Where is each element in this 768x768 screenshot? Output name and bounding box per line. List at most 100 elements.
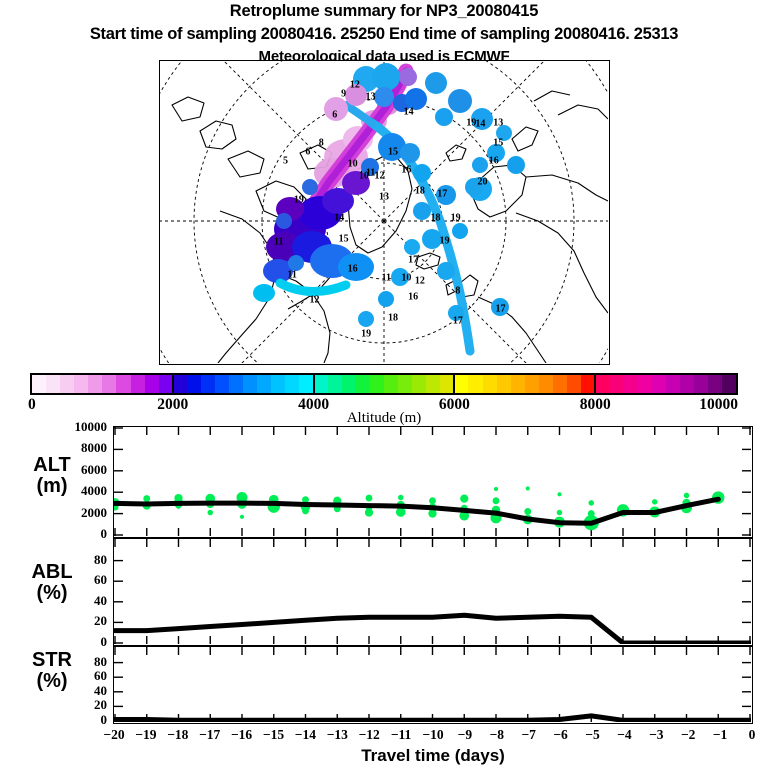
str-axis-label-line1: STR [32,649,72,671]
alt-scatter-point [302,496,309,504]
x-tick-label--9: −9 [457,727,473,742]
colorbar-swatch-37 [552,375,567,393]
alt-scatter-point [557,492,562,497]
colorbar-swatch-30 [454,375,469,393]
colorbar-swatch-24 [369,375,384,393]
alt-scatter-point [525,486,530,491]
colorbar-swatch-9 [158,375,173,393]
x-tick-label--20: −20 [103,727,125,742]
colorbar-swatch-16 [257,375,272,393]
colorbar-swatch-1 [46,375,61,393]
x-tick-label--4: −4 [617,727,632,742]
alt-ytick-8000: 8000 [81,440,107,456]
retroplume-map[interactable]: 5 6 6 8 9 10 10 11 11 12 12 13 13 14 14 15 15 16 16 17 18 18 1… [159,60,610,365]
x-tick-label--17: −17 [199,727,221,742]
colorbar-divider-6000 [453,373,456,395]
alt-scatter-point [239,514,245,519]
x-tick-label--14: −14 [294,727,316,742]
colorbar-swatch-22 [341,375,356,393]
colorbar-swatch-10 [172,375,187,393]
alt-axis-label-line1: ALT [33,454,71,476]
alt-axis-label: ALT (m) [6,455,98,497]
abl-plot-panel[interactable] [113,538,753,646]
alt-ytick-2000: 2000 [81,504,107,520]
abl-plot-canvas [114,539,751,644]
colorbar-title: Altitude (m) [346,410,422,426]
colorbar-swatch-5 [102,375,117,393]
colorbar-swatch-13 [215,375,230,393]
str-axis-label-line2: (%) [36,670,68,692]
alt-scatter-point [302,507,309,515]
alt-scatter-point [588,500,595,506]
colorbar-swatch-26 [398,375,413,393]
x-axis-title: Travel time (days) [361,746,505,765]
colorbar-swatch-44 [651,375,666,393]
x-tick-label--15: −15 [262,727,285,742]
abl-ytick-40: 40 [94,592,107,608]
x-tick-label--3: −3 [649,727,664,742]
colorbar-swatch-36 [538,375,553,393]
alt-scatter-point [683,492,690,499]
colorbar-swatch-25 [383,375,399,393]
x-tick-label--11: −11 [390,727,412,742]
str-axis-label: STR (%) [6,650,98,692]
colorbar-swatch-19 [299,375,314,393]
page-title: Retroplume summary for NP3_20080415 [229,2,539,20]
alt-scatter-point [395,507,406,517]
colorbar-swatch-32 [482,375,497,393]
str-plot-panel[interactable] [113,646,753,724]
colorbar-swatch-47 [693,375,708,393]
colorbar-divider-4000 [312,373,315,395]
colorbar-swatch-7 [130,375,145,393]
alt-ytick-6000: 6000 [81,461,107,477]
alt-plot-canvas [114,427,751,536]
colorbar-swatch-38 [566,375,582,393]
colorbar-swatch-33 [496,375,511,393]
altitude-colorbar[interactable] [30,373,738,395]
alt-scatter-point [524,508,532,515]
colorbar-swatch-0 [32,375,47,393]
colorbar-swatch-41 [609,375,624,393]
colorbar-divider-8000 [594,373,597,395]
x-tick-label--2: −2 [680,727,696,742]
alt-scatter-point [429,497,436,505]
alt-scatter-point [493,486,499,492]
colorbar-swatch-18 [285,375,300,393]
alt-plot-panel[interactable] [113,426,753,538]
alt-scatter-point [428,509,437,518]
str-tick-marks [114,647,751,722]
str-ytick-80: 80 [94,653,107,669]
abl-ytick-60: 60 [94,572,107,588]
colorbar-swatch-40 [595,375,610,393]
colorbar-swatch-28 [426,375,441,393]
alt-scatter-point [459,510,470,521]
colorbar-swatch-31 [468,375,483,393]
alt-scatter-point [492,497,500,505]
colorbar-swatch-49 [721,375,736,393]
map-canvas [160,61,608,363]
abl-ytick-0: 0 [100,634,108,649]
alt-scatter-point [651,499,658,505]
sampling-time-label: Start time of sampling 20080416. 25250 E… [89,25,679,43]
colorbar-swatch-6 [116,375,131,393]
str-plot-canvas [114,647,751,722]
str-ytick-60: 60 [94,668,107,684]
colorbar-tick-10000: 10000 [699,396,738,413]
colorbar-swatch-45 [665,375,680,393]
colorbar-swatch-11 [186,375,201,393]
colorbar-swatch-2 [60,375,75,393]
str-ytick-40: 40 [94,682,107,698]
colorbar-swatch-42 [623,375,638,393]
x-tick-label--1: −1 [712,727,728,742]
colorbar-swatch-3 [74,375,89,393]
x-tick-label--12: −12 [358,727,380,742]
abl-ytick-80: 80 [94,551,107,567]
colorbar-tick-8000: 8000 [579,396,611,413]
alt-scatter-point [364,508,374,517]
x-tick-label--16: −16 [230,727,253,742]
str-ytick-0: 0 [100,712,108,727]
retroplume-field [253,63,475,356]
colorbar-swatch-21 [327,375,342,393]
str-series-line [114,713,751,722]
colorbar-swatch-15 [243,375,258,393]
